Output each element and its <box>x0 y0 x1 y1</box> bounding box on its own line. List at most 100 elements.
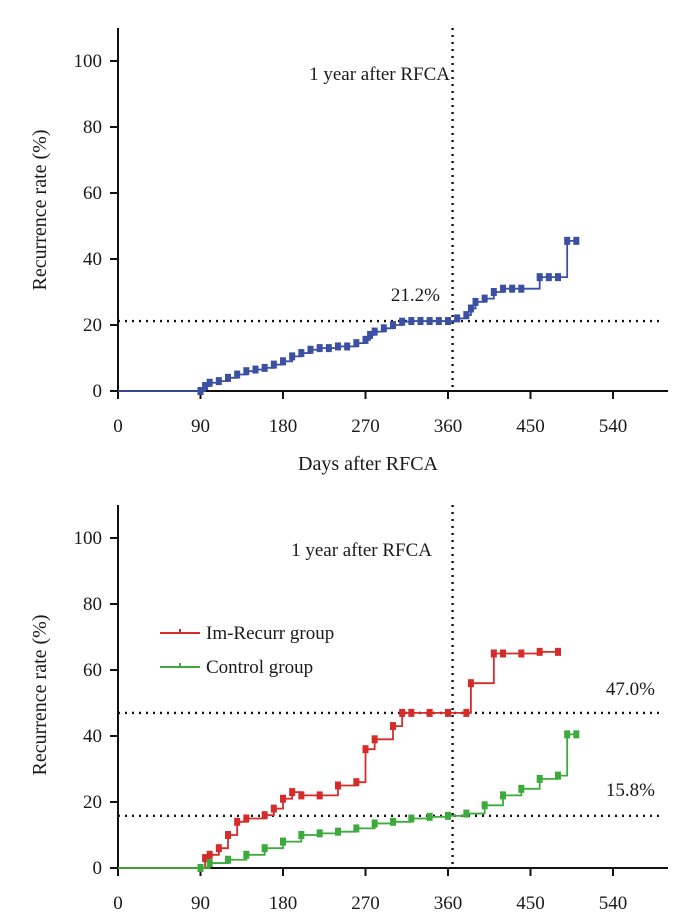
bottom-series-point <box>426 708 433 717</box>
x-tick-label: 270 <box>351 416 380 437</box>
bottom-series-point <box>399 708 406 717</box>
top-series-point <box>426 317 433 326</box>
top-series-point <box>472 297 479 306</box>
y-tick-label: 0 <box>93 381 103 402</box>
bottom-chart-panel: Recurrence rate (%) 0 20 40 60 80 100 0 90 180 27… <box>29 505 668 914</box>
y-tick-label: 40 <box>83 249 102 270</box>
y-tick-label: 80 <box>83 117 102 138</box>
top-series-point <box>215 377 222 386</box>
top-series-point <box>371 327 378 336</box>
top-series-point <box>307 345 314 354</box>
top-series-point <box>197 387 204 395</box>
top-series-point <box>252 365 259 374</box>
bottom-series-point <box>261 844 268 853</box>
x-tick-label: 180 <box>269 893 298 914</box>
bottom-series-point <box>243 814 250 823</box>
bottom-series-point <box>555 647 561 656</box>
bottom-series-point <box>390 817 396 826</box>
bottom-series-point <box>280 837 286 846</box>
top-series-point <box>202 382 209 391</box>
top-one-year-label: 1 year after RFCA <box>309 64 450 85</box>
bottom-series-point <box>197 864 204 872</box>
x-tick-label: 450 <box>516 416 545 437</box>
top-series-point <box>463 311 470 320</box>
bottom-series-point <box>536 774 543 783</box>
top-series-point <box>545 273 552 282</box>
top-series-point <box>261 363 268 372</box>
x-tick-label: 540 <box>599 893 628 914</box>
x-tick-label: 540 <box>599 416 628 437</box>
top-series-point <box>325 344 332 353</box>
top-series-point <box>367 330 374 339</box>
top-series-point <box>408 317 415 326</box>
bottom-reference-label: 15.8% <box>606 780 655 801</box>
y-tick-label: 60 <box>83 660 102 681</box>
top-series-point <box>344 342 351 351</box>
bottom-series-point <box>536 647 543 656</box>
top-series-point <box>445 317 451 326</box>
top-series-point <box>225 373 231 382</box>
top-series-point <box>280 357 286 366</box>
bottom-series-point <box>555 771 561 780</box>
top-series-point <box>500 284 506 293</box>
top-series-point <box>564 236 571 245</box>
bottom-series-point <box>408 708 415 717</box>
bottom-one-year-label: 1 year after RFCA <box>291 540 432 561</box>
top-series-point <box>390 321 396 329</box>
legend-label: Im-Recurr group <box>206 623 334 644</box>
bottom-series-point <box>573 730 580 739</box>
bottom-series-point <box>390 722 396 731</box>
bottom-series-point <box>445 708 451 717</box>
bottom-series-point <box>225 831 231 839</box>
bottom-series-point <box>335 827 341 836</box>
top-chart-xlabel: Days after RFCA <box>298 453 439 475</box>
top-series-point <box>490 288 497 296</box>
bottom-series-point <box>371 819 378 828</box>
top-series-point <box>509 284 516 293</box>
top-reference-label: 21.2% <box>391 285 440 306</box>
top-series-point <box>206 378 213 387</box>
top-series-point <box>454 314 461 323</box>
bottom-series-point <box>353 824 360 833</box>
bottom-series-point <box>280 794 286 803</box>
top-series-point <box>353 339 360 348</box>
top-series-point <box>362 335 369 344</box>
top-series-point <box>518 284 525 293</box>
bottom-series-point <box>261 811 268 820</box>
top-series-point <box>335 342 341 351</box>
bottom-series-point <box>298 831 305 839</box>
bottom-reference-label: 47.0% <box>606 679 655 700</box>
y-tick-label: 100 <box>74 528 103 549</box>
x-tick-label: 90 <box>191 416 210 437</box>
bottom-series-point <box>206 859 213 868</box>
bottom-series-point <box>289 788 296 797</box>
bottom-series-point <box>215 844 222 853</box>
legend-label: Control group <box>206 657 313 678</box>
y-tick-label: 80 <box>83 594 102 615</box>
bottom-series-point <box>298 791 305 800</box>
bottom-series-point <box>316 829 323 838</box>
top-series-point <box>536 273 543 282</box>
top-series-point <box>298 349 305 358</box>
top-series-point <box>467 304 474 313</box>
bottom-chart-ylabel: Recurrence rate (%) <box>29 615 51 776</box>
x-tick-label: 360 <box>434 893 463 914</box>
bottom-series-point <box>353 778 360 787</box>
top-series-point <box>435 317 442 326</box>
bottom-series-point <box>518 649 525 658</box>
x-tick-label: 450 <box>516 893 545 914</box>
top-chart-ylabel: Recurrence rate (%) <box>29 130 51 291</box>
top-chart-panel: Recurrence rate (%) Days after RFCA 0 20 4… <box>29 28 668 475</box>
bottom-series-point <box>202 854 209 863</box>
top-series-point <box>270 360 277 369</box>
y-tick-label: 100 <box>74 51 103 72</box>
bottom-series-point <box>362 745 369 754</box>
x-tick-label: 270 <box>351 893 380 914</box>
bottom-series-point <box>467 679 474 688</box>
top-series-point <box>289 352 296 361</box>
x-tick-label: 360 <box>434 416 463 437</box>
y-tick-label: 40 <box>83 726 102 747</box>
x-tick-label: 0 <box>113 893 123 914</box>
bottom-series-point <box>234 817 241 826</box>
